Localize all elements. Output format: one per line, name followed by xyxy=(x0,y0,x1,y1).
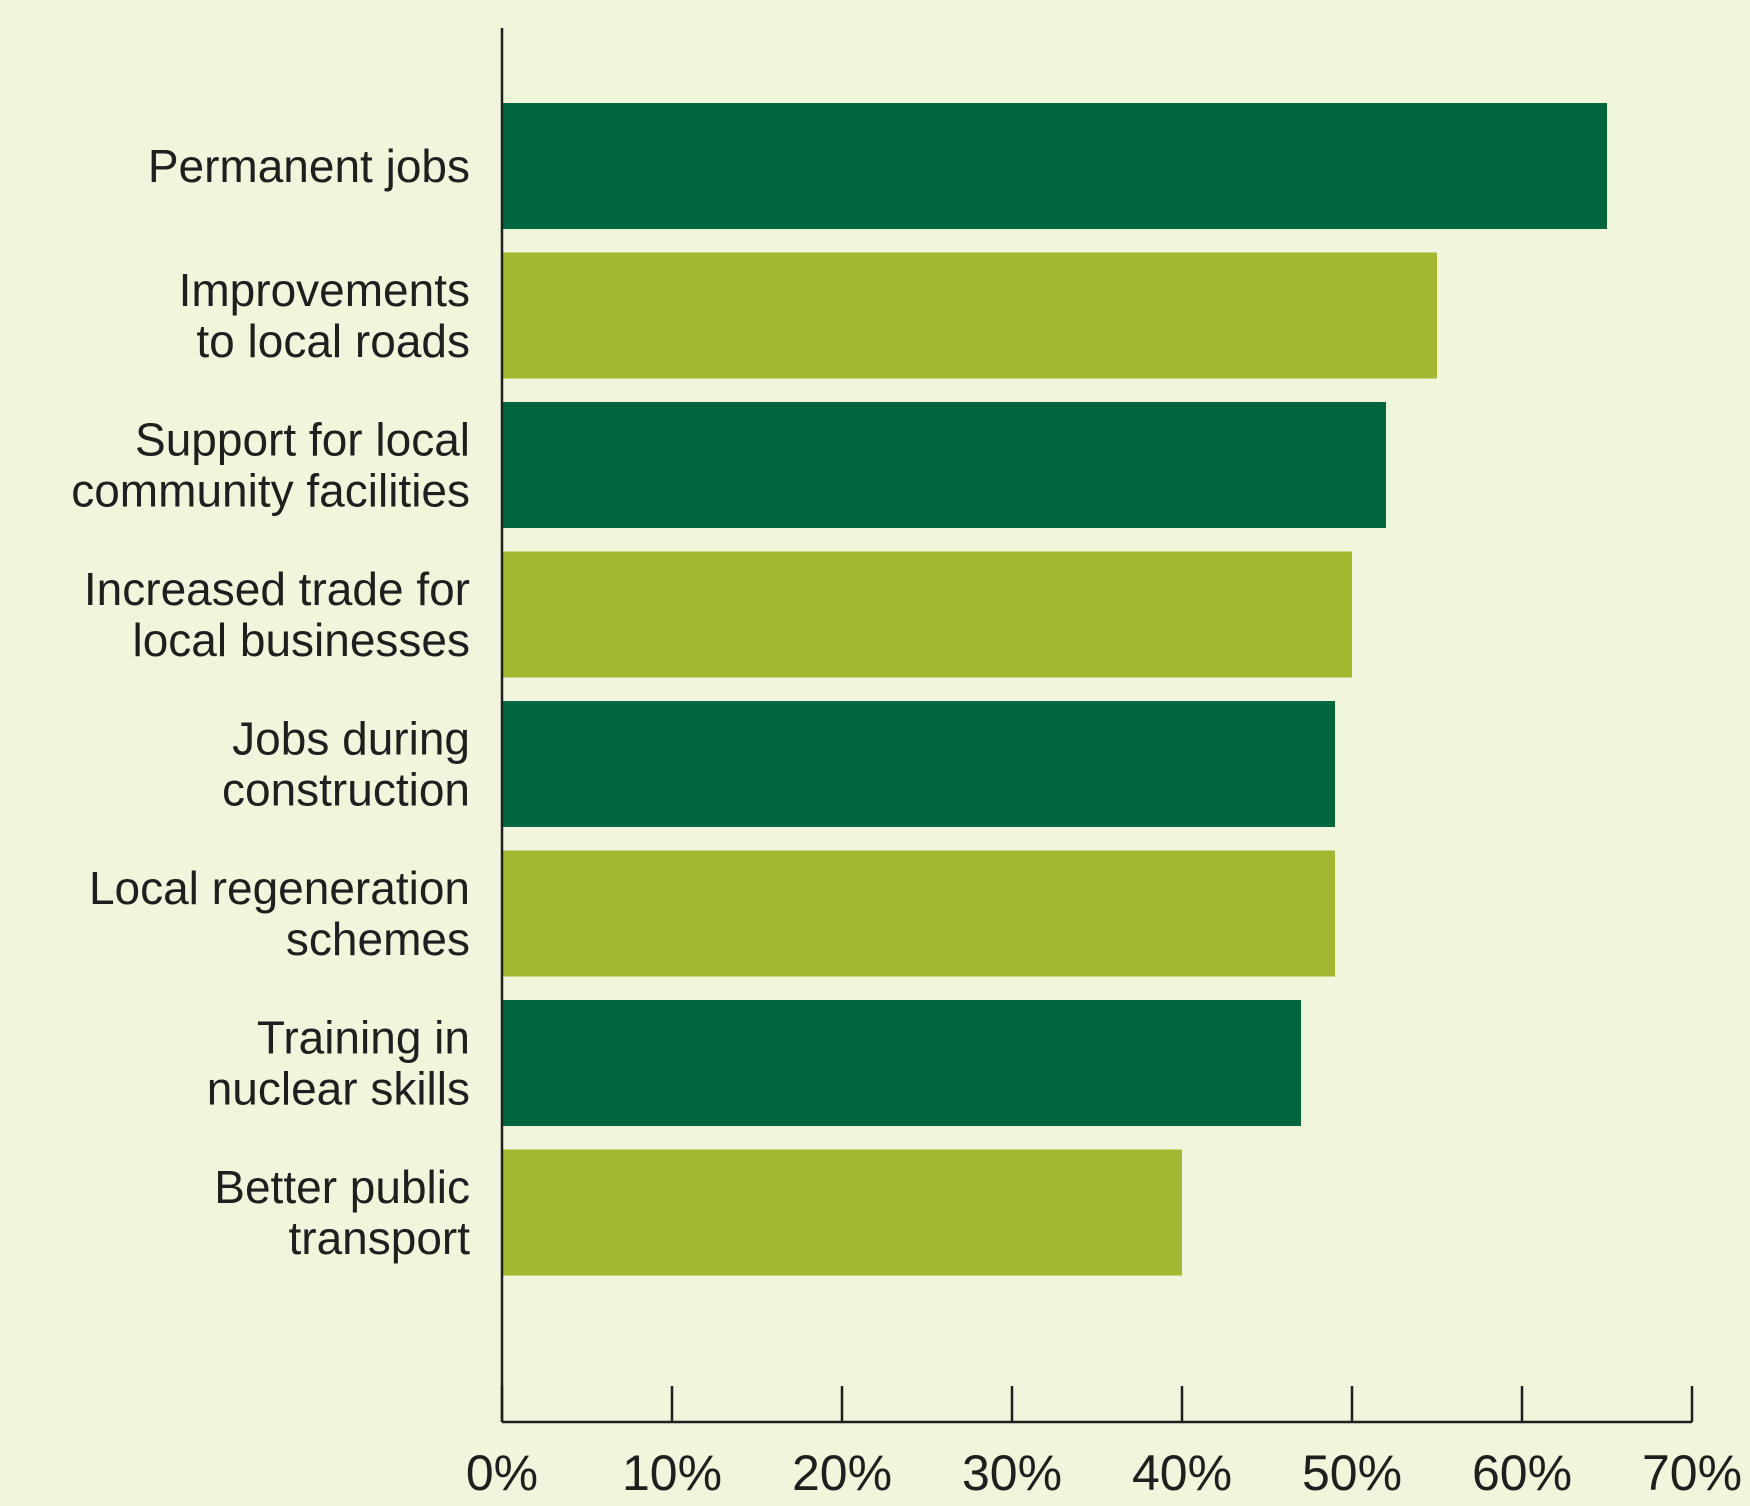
category-label: schemes xyxy=(286,913,470,965)
category-label: Increased trade for xyxy=(84,563,470,615)
bar-6 xyxy=(502,850,1335,977)
bar-8 xyxy=(502,1149,1182,1276)
bars-layer xyxy=(502,103,1607,1276)
bar-3 xyxy=(502,402,1386,528)
bar-4 xyxy=(502,551,1352,678)
x-tick-label: 10% xyxy=(622,1445,722,1501)
x-tick-labels: 0% 10% 20% 30% 40% 50% 60% 70% xyxy=(466,1445,1742,1501)
x-tick-label: 60% xyxy=(1472,1445,1572,1501)
x-tick-label: 40% xyxy=(1132,1445,1232,1501)
category-label: Training in xyxy=(257,1012,470,1064)
category-label: Improvements xyxy=(179,264,470,316)
category-label: Jobs during xyxy=(232,713,470,765)
x-tick-label: 70% xyxy=(1642,1445,1742,1501)
category-label: Permanent jobs xyxy=(148,140,470,192)
category-label: Local regeneration xyxy=(89,862,470,914)
x-tick-label: 30% xyxy=(962,1445,1062,1501)
axes xyxy=(500,28,1694,1424)
x-tick-label: 50% xyxy=(1302,1445,1402,1501)
bar-2 xyxy=(502,252,1437,379)
x-tick-label: 0% xyxy=(466,1445,538,1501)
category-label: Support for local xyxy=(135,414,470,466)
category-label: to local roads xyxy=(196,315,470,367)
category-label: community facilities xyxy=(71,465,470,517)
x-tick-label: 20% xyxy=(792,1445,892,1501)
category-label: nuclear skills xyxy=(207,1063,470,1115)
bar-7 xyxy=(502,1000,1301,1126)
bar-5 xyxy=(502,701,1335,827)
category-label: Better public xyxy=(214,1161,470,1213)
category-label: local businesses xyxy=(132,614,470,666)
bar-1 xyxy=(502,103,1607,229)
category-label: construction xyxy=(222,764,470,816)
category-label: transport xyxy=(288,1212,470,1264)
